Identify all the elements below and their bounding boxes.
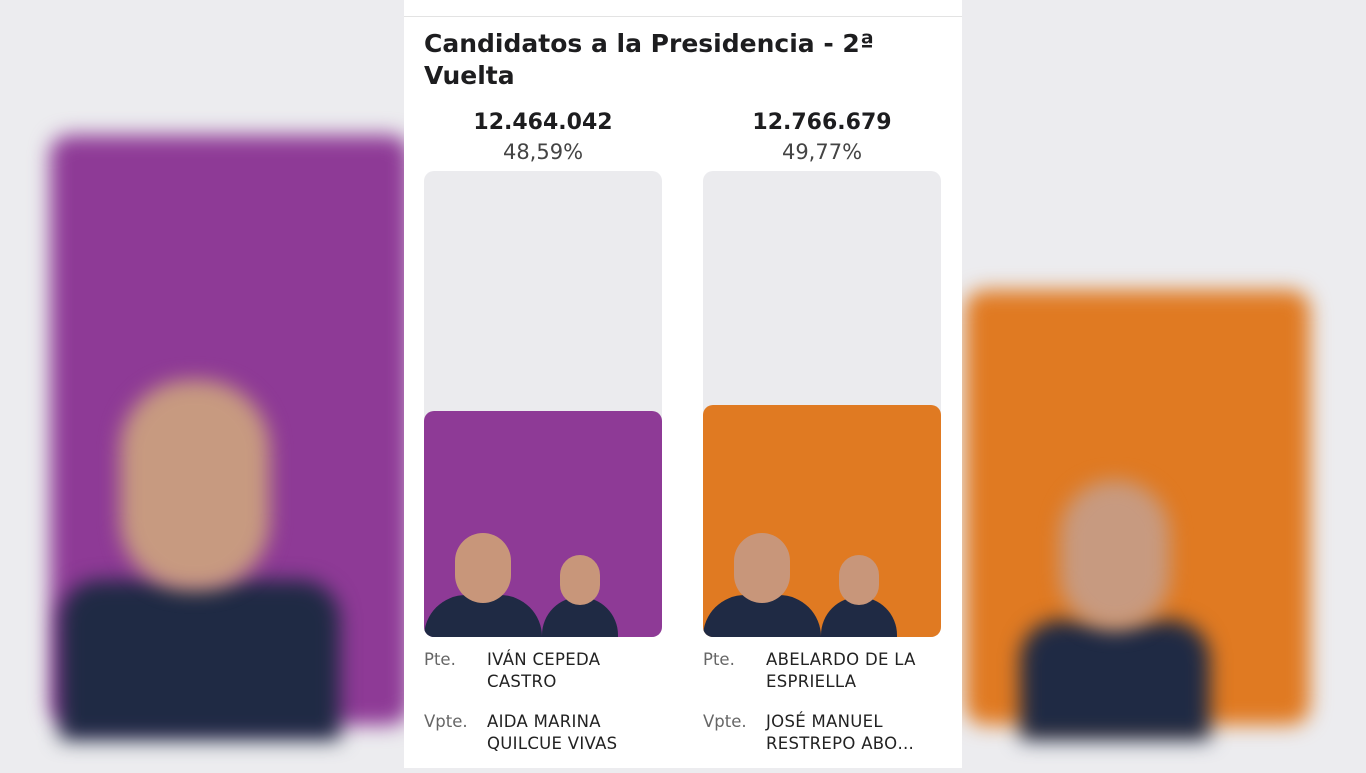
percentage: 49,77% (703, 140, 941, 171)
president-label: Pte. (703, 649, 735, 671)
vote-count: 12.766.679 (703, 110, 941, 140)
top-bar (404, 0, 962, 17)
title: Candidatos a la Presidencia - 2ª Vuelta (424, 28, 924, 92)
vice-label: Vpte. (703, 711, 747, 733)
president-label: Pte. (424, 649, 456, 671)
photo-face (839, 555, 879, 605)
percentage: 48,59% (424, 140, 662, 171)
vice-row: Vpte. AIDA MARINA QUILCUE VIVAS (424, 711, 662, 773)
photo-face (734, 533, 790, 603)
result-bar (424, 171, 662, 637)
president-name: IVÁN CEPEDA CASTRO (487, 649, 662, 693)
results-panel: Candidatos a la Presidencia - 2ª Vuelta … (404, 0, 962, 768)
president-row: Pte. ABELARDO DE LA ESPRIELLA (703, 649, 941, 711)
blurred-person (1020, 620, 1210, 740)
vice-label: Vpte. (424, 711, 468, 733)
blurred-face (120, 380, 270, 590)
vice-name: AIDA MARINA QUILCUE VIVAS (487, 711, 662, 755)
photo-face (455, 533, 511, 603)
vote-count: 12.464.042 (424, 110, 662, 140)
blurred-face (1060, 480, 1170, 630)
president-row: Pte. IVÁN CEPEDA CASTRO (424, 649, 662, 711)
result-bar (703, 171, 941, 637)
blurred-person (60, 580, 340, 740)
photo-face (560, 555, 600, 605)
vice-name: JOSÉ MANUEL RESTREPO ABO… (766, 711, 941, 755)
president-name: ABELARDO DE LA ESPRIELLA (766, 649, 941, 693)
vice-row: Vpte. JOSÉ MANUEL RESTREPO ABO… (703, 711, 941, 773)
